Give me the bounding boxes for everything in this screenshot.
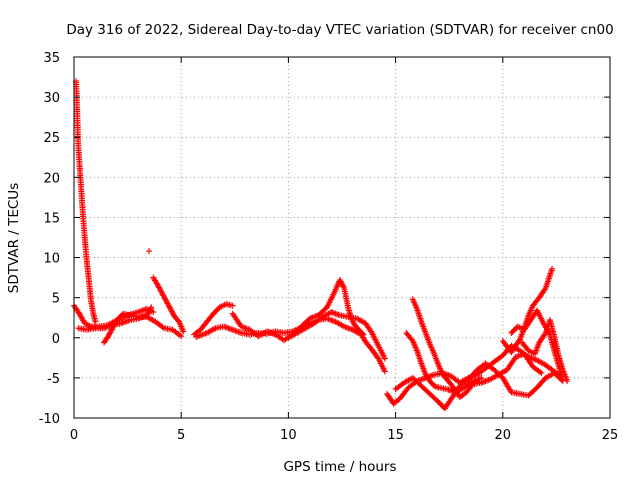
y-tick-label: 30 [43, 91, 60, 106]
grid-lines [74, 57, 610, 418]
data-points [71, 78, 571, 412]
y-tick-label: -5 [47, 372, 60, 387]
x-tick-label: 20 [495, 428, 512, 443]
y-tick-label: 10 [43, 252, 60, 267]
x-tick-label: 5 [177, 428, 185, 443]
y-tick-label: 5 [52, 292, 60, 307]
chart-title: Day 316 of 2022, Sidereal Day-to-day VTE… [66, 22, 613, 38]
x-tick-label: 25 [602, 428, 619, 443]
x-tick-label: 10 [280, 428, 297, 443]
y-tick-label: 0 [52, 332, 60, 347]
x-tick-label: 15 [387, 428, 404, 443]
y-tick-label: 35 [43, 51, 60, 66]
y-tick-label: -10 [39, 412, 60, 427]
y-tick-label: 15 [43, 211, 60, 226]
plot-frame [73, 56, 611, 419]
x-axis-label: GPS time / hours [283, 459, 396, 475]
axis-ticks: 0 5 10 15 20 25 -10 -5 0 5 10 15 20 25 30 35 [39, 51, 619, 443]
y-tick-label: 20 [43, 171, 60, 186]
x-tick-label: 0 [70, 428, 78, 443]
y-axis-label: SDTVAR / TECUs [6, 183, 22, 293]
sdtvar-series-markers [71, 78, 571, 412]
y-tick-label: 25 [43, 131, 60, 146]
